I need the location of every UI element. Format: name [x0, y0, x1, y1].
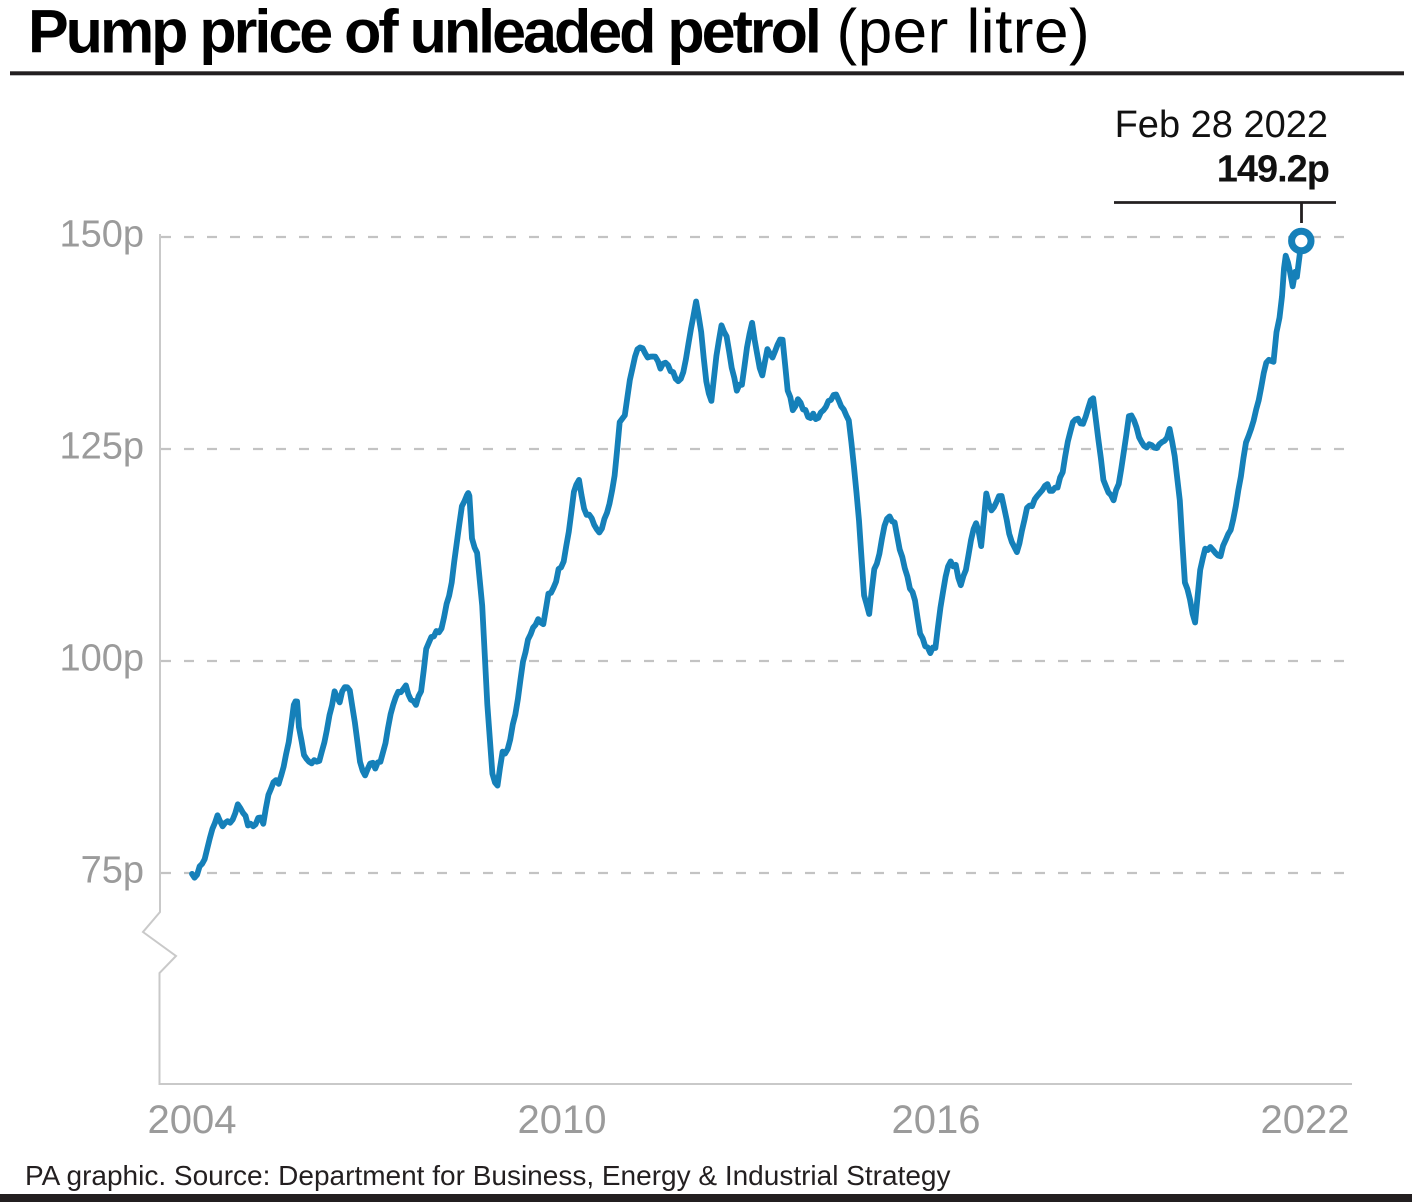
svg-text:75p: 75p — [81, 850, 144, 892]
svg-text:2010: 2010 — [518, 1098, 607, 1142]
svg-text:Feb 28 2022: Feb 28 2022 — [1115, 104, 1328, 146]
svg-text:2022: 2022 — [1261, 1098, 1350, 1142]
svg-text:PA graphic. Source: Department: PA graphic. Source: Department for Busin… — [25, 1160, 951, 1191]
svg-text:2016: 2016 — [892, 1098, 981, 1142]
svg-text:149.2p: 149.2p — [1217, 149, 1329, 191]
svg-text:Pump price of unleaded petrol: Pump price of unleaded petrol (per litre… — [28, 0, 1090, 67]
svg-text:100p: 100p — [59, 638, 144, 680]
svg-text:2004: 2004 — [148, 1098, 237, 1142]
svg-text:125p: 125p — [59, 426, 144, 468]
svg-text:150p: 150p — [59, 214, 144, 256]
